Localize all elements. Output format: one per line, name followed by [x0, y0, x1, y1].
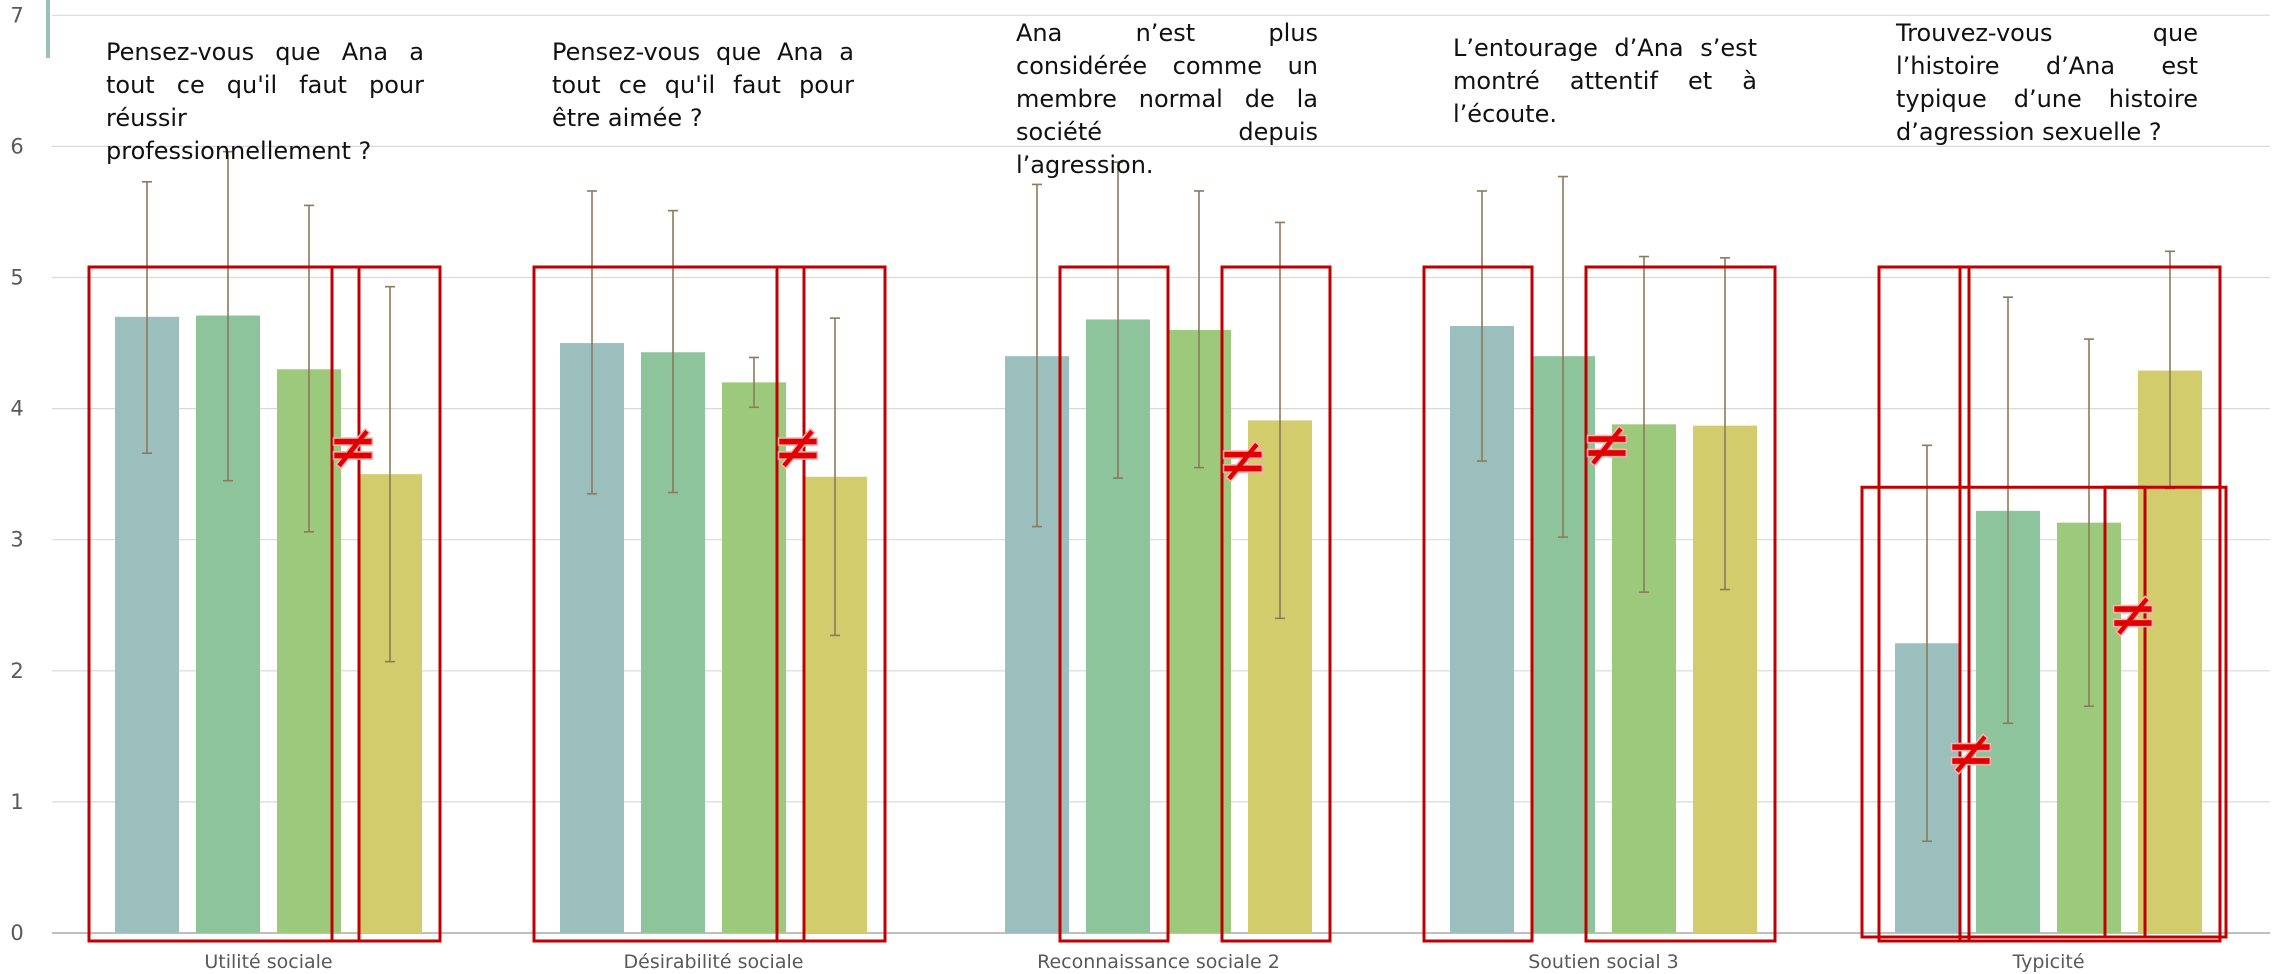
y-tick-label: 3 [10, 528, 23, 552]
significance-frame [87, 265, 361, 943]
y-tick-label: 7 [10, 3, 23, 27]
significance-frame [532, 265, 806, 943]
y-tick-label: 0 [10, 921, 23, 945]
y-tick-label: 4 [10, 397, 23, 421]
x-category-label: Soutien social 3 [1528, 951, 1679, 973]
significance-frame [1877, 265, 1971, 943]
significance-frame [2103, 485, 2228, 939]
significance-frame [1220, 265, 1332, 943]
significance-frame [330, 265, 442, 943]
not-equal-mark: ≠ [772, 410, 824, 483]
question-soutien-social: L’entourage d’Ana s’est montré attentif … [1453, 34, 1757, 128]
y-tick-label: 6 [10, 134, 23, 158]
significance-frame [1584, 265, 1777, 943]
x-category-label: Utilité sociale [204, 951, 332, 973]
significance-frame [1058, 265, 1170, 943]
significance-frame [1958, 265, 2222, 943]
y-tick-label: 1 [10, 790, 23, 814]
x-category-label: Typicité [2011, 951, 2084, 973]
not-equal-mark: ≠ [1945, 715, 1997, 788]
x-category-label: Désirabilité sociale [624, 951, 804, 973]
significance-frame [775, 265, 887, 943]
question-desirabilite-sociale: Pensez-vous que Ana a tout ce qu'il faut… [552, 38, 854, 132]
x-category-label: Reconnaissance sociale 2 [1037, 951, 1280, 973]
y-tick-label: 5 [10, 266, 23, 290]
not-equal-mark: ≠ [1581, 407, 1633, 480]
not-equal-mark: ≠ [1217, 423, 1269, 496]
question-reconnaissance-sociale: Ana n’est plus considérée comme un membr… [1016, 19, 1318, 179]
question-utilite-sociale: Pensez-vous que Ana a tout ce qu'il faut… [106, 38, 424, 165]
bar [722, 382, 786, 933]
significance-frame [1860, 485, 2147, 939]
question-typicite: Trouvez-vous que l’histoire d’Ana est ty… [1896, 19, 2198, 146]
significance-frame [1422, 265, 1534, 943]
not-equal-mark: ≠ [2107, 578, 2159, 651]
y-tick-label: 2 [10, 659, 23, 683]
not-equal-mark: ≠ [327, 410, 379, 483]
